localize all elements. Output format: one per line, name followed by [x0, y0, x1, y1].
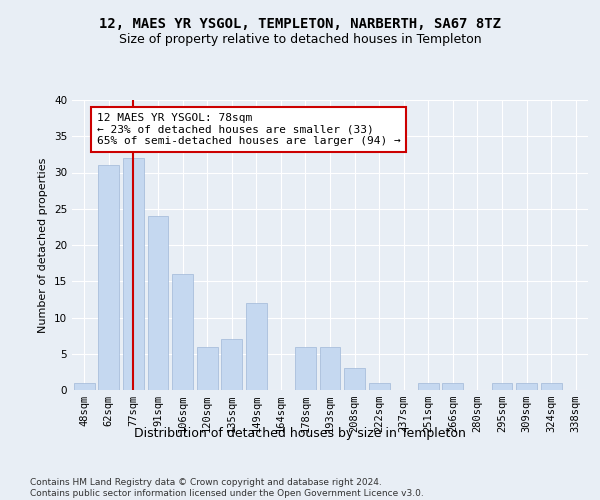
Y-axis label: Number of detached properties: Number of detached properties	[38, 158, 49, 332]
Bar	[221, 339, 242, 390]
Bar	[172, 274, 193, 390]
Bar	[442, 383, 463, 390]
Bar	[148, 216, 169, 390]
Bar	[98, 165, 119, 390]
Bar	[344, 368, 365, 390]
Bar	[246, 303, 267, 390]
Bar	[295, 346, 316, 390]
Bar	[197, 346, 218, 390]
Bar	[123, 158, 144, 390]
Text: Distribution of detached houses by size in Templeton: Distribution of detached houses by size …	[134, 428, 466, 440]
Bar	[491, 383, 512, 390]
Text: Contains HM Land Registry data © Crown copyright and database right 2024.
Contai: Contains HM Land Registry data © Crown c…	[30, 478, 424, 498]
Bar	[368, 383, 389, 390]
Bar	[320, 346, 340, 390]
Text: Size of property relative to detached houses in Templeton: Size of property relative to detached ho…	[119, 32, 481, 46]
Text: 12 MAES YR YSGOL: 78sqm
← 23% of detached houses are smaller (33)
65% of semi-de: 12 MAES YR YSGOL: 78sqm ← 23% of detache…	[97, 113, 400, 146]
Bar	[418, 383, 439, 390]
Bar	[541, 383, 562, 390]
Text: 12, MAES YR YSGOL, TEMPLETON, NARBERTH, SA67 8TZ: 12, MAES YR YSGOL, TEMPLETON, NARBERTH, …	[99, 18, 501, 32]
Bar	[74, 383, 95, 390]
Bar	[516, 383, 537, 390]
